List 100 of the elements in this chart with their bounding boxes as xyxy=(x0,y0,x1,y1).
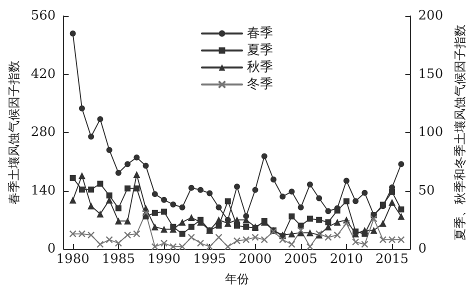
y2-tick-label: 0 xyxy=(418,242,427,256)
point xyxy=(97,116,104,122)
y-tick-label: 140 xyxy=(30,183,56,198)
point xyxy=(224,198,231,204)
point xyxy=(88,134,94,140)
x-tick-label: 2000 xyxy=(238,252,272,267)
point xyxy=(69,230,76,238)
point xyxy=(288,188,295,195)
point xyxy=(288,230,296,238)
legend-label: 秋季 xyxy=(247,60,273,75)
y-tick-label: 420 xyxy=(30,66,56,82)
point xyxy=(170,201,176,208)
x-tick-label: 1995 xyxy=(193,252,226,267)
point xyxy=(78,230,86,238)
x-tick-label: 1990 xyxy=(147,252,181,267)
point xyxy=(306,243,314,250)
y-tick-label: 280 xyxy=(30,125,56,140)
y2-tick-label: 200 xyxy=(418,8,444,24)
point xyxy=(78,105,85,112)
point xyxy=(343,198,350,204)
point xyxy=(280,194,286,200)
point xyxy=(306,229,314,236)
point xyxy=(179,204,186,210)
point xyxy=(352,238,360,246)
point xyxy=(134,154,140,160)
point xyxy=(233,237,241,244)
point xyxy=(188,234,195,241)
point xyxy=(188,214,195,222)
point xyxy=(134,185,140,192)
x-tick-label: 2005 xyxy=(284,252,318,267)
point xyxy=(87,231,95,239)
point xyxy=(170,243,177,250)
point xyxy=(142,209,150,216)
point xyxy=(388,236,396,244)
point xyxy=(261,153,268,160)
point xyxy=(234,184,240,190)
point xyxy=(398,212,405,220)
point xyxy=(106,192,112,198)
point xyxy=(216,204,222,210)
point xyxy=(115,205,122,212)
point xyxy=(398,236,405,244)
point xyxy=(379,236,387,244)
y-axis-title: 春季土壤风蚀气候因子指数 xyxy=(7,60,21,204)
point xyxy=(398,206,404,212)
point xyxy=(342,220,350,227)
x-tick-label: 1985 xyxy=(102,252,135,267)
point xyxy=(362,190,368,196)
point xyxy=(96,210,104,218)
point xyxy=(279,236,286,244)
point xyxy=(398,161,404,168)
point xyxy=(70,30,76,36)
point xyxy=(178,243,186,250)
point xyxy=(69,196,76,204)
point xyxy=(152,210,158,216)
point xyxy=(324,234,332,241)
point xyxy=(78,172,86,180)
point xyxy=(115,170,122,176)
legend-label: 冬季 xyxy=(247,77,273,92)
point xyxy=(306,182,313,188)
y2-tick-label: 50 xyxy=(418,183,435,198)
y2-tick-label: 100 xyxy=(418,125,444,140)
point xyxy=(88,202,95,210)
point xyxy=(178,218,186,226)
x-tick-label: 1980 xyxy=(56,252,90,267)
point xyxy=(370,215,378,222)
point xyxy=(96,240,104,248)
point xyxy=(325,219,332,226)
point xyxy=(215,216,222,224)
point xyxy=(70,174,76,181)
point xyxy=(161,196,168,203)
point xyxy=(224,243,232,250)
y-tick-label: 0 xyxy=(47,242,56,256)
point xyxy=(361,226,368,234)
point xyxy=(196,240,204,247)
point xyxy=(142,162,149,169)
point xyxy=(252,186,258,193)
point xyxy=(388,198,396,206)
point xyxy=(298,222,304,229)
point xyxy=(361,240,368,248)
x-axis-title: 年份 xyxy=(225,272,249,286)
legend-label: 夏季 xyxy=(247,43,273,58)
point xyxy=(124,231,132,239)
point xyxy=(206,190,213,196)
point xyxy=(306,216,313,222)
point xyxy=(270,176,276,183)
point xyxy=(343,178,350,184)
point xyxy=(334,231,341,239)
point xyxy=(179,230,186,237)
point xyxy=(252,234,259,241)
point xyxy=(288,213,295,220)
point xyxy=(124,218,132,225)
point xyxy=(234,216,240,224)
point xyxy=(188,224,194,230)
point xyxy=(151,223,158,230)
point xyxy=(106,236,113,244)
point xyxy=(97,180,104,187)
y-tick-label: 560 xyxy=(30,8,56,24)
point xyxy=(288,240,296,248)
point xyxy=(106,146,112,153)
x-tick-label: 2010 xyxy=(330,252,363,267)
